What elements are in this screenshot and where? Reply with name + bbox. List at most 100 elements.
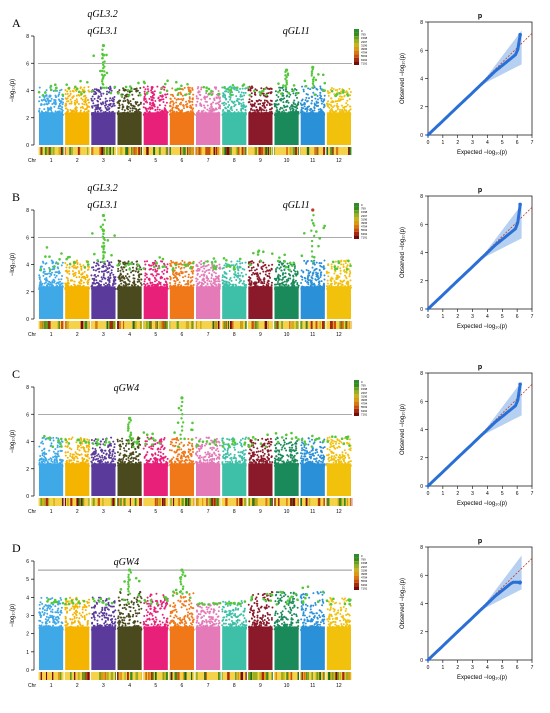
snp-point <box>268 273 270 275</box>
chromosome-8-dense-points <box>222 286 246 319</box>
snp-point <box>75 451 77 453</box>
density-strip-segment <box>261 147 263 155</box>
snp-point <box>132 267 134 269</box>
snp-point <box>195 104 197 106</box>
suggestive-point <box>305 85 308 88</box>
snp-point <box>254 269 256 271</box>
suggestive-point <box>60 252 63 255</box>
density-strip-segment <box>258 147 260 155</box>
snp-point <box>236 275 238 277</box>
snp-point <box>344 275 346 277</box>
snp-point <box>51 268 53 270</box>
snp-point <box>66 446 68 448</box>
snp-point <box>287 266 289 268</box>
density-strip-segment <box>89 321 90 329</box>
snp-point <box>315 104 317 106</box>
peak-point <box>311 87 313 89</box>
density-strip-segment <box>159 147 161 155</box>
suggestive-point <box>38 91 41 94</box>
snp-point <box>82 446 84 448</box>
snp-point <box>78 281 80 283</box>
snp-point <box>211 264 213 266</box>
snp-point <box>68 460 70 462</box>
chromosome-1-dense-points <box>39 286 63 319</box>
suggestive-point <box>105 438 108 441</box>
snp-point <box>129 100 131 102</box>
snp-point <box>331 266 333 268</box>
suggestive-point <box>87 441 90 444</box>
snp-point <box>307 100 309 102</box>
snp-point <box>60 288 62 290</box>
density-strip-segment <box>268 147 269 155</box>
snp-point <box>100 281 102 283</box>
snp-point <box>101 278 103 280</box>
snp-point <box>301 279 303 281</box>
snp-point <box>254 93 256 95</box>
snp-point <box>140 273 142 275</box>
density-strip-segment <box>350 147 352 155</box>
snp-point <box>295 94 297 96</box>
snp-point <box>57 112 59 114</box>
snp-point <box>333 105 335 107</box>
snp-point <box>120 462 122 464</box>
manhattan-y-tick-label: 0 <box>26 494 29 500</box>
snp-point <box>83 87 85 89</box>
snp-point <box>343 260 345 262</box>
snp-point <box>231 114 233 116</box>
snp-point <box>340 98 342 100</box>
snp-point <box>104 456 106 458</box>
peak-point <box>104 219 106 221</box>
density-legend-swatch <box>354 36 359 40</box>
snp-point <box>135 108 137 110</box>
density-strip-segment <box>78 147 80 155</box>
snp-point <box>154 285 156 287</box>
density-strip-segment <box>146 321 148 329</box>
snp-point <box>139 92 141 94</box>
suggestive-point <box>53 265 56 268</box>
density-strip-segment <box>180 147 181 155</box>
snp-point <box>73 267 75 269</box>
chromosome-4-points <box>117 82 142 145</box>
snp-point <box>160 99 162 101</box>
chromosome-7-points <box>195 86 221 145</box>
snp-point <box>130 107 132 109</box>
chromosome-3-dense-points <box>91 112 115 145</box>
snp-point <box>214 114 216 116</box>
suggestive-point <box>146 92 149 95</box>
snp-point <box>178 98 180 100</box>
snp-point <box>217 97 219 99</box>
significant-snp-point <box>311 208 314 211</box>
snp-point <box>294 265 296 267</box>
snp-point <box>147 88 149 90</box>
snp-point <box>161 271 163 273</box>
snp-point <box>43 108 45 110</box>
snp-point <box>260 279 262 281</box>
snp-point <box>175 267 177 269</box>
snp-point <box>123 277 125 279</box>
snp-point <box>317 275 319 277</box>
snp-point <box>70 93 72 95</box>
snp-point <box>315 279 317 281</box>
snp-point <box>51 111 53 113</box>
snp-point <box>202 270 204 272</box>
snp-point <box>109 280 111 282</box>
snp-point <box>296 111 298 113</box>
suggestive-point <box>304 80 307 83</box>
snp-point <box>224 95 226 97</box>
snp-point <box>267 270 269 272</box>
suggestive-point <box>95 441 98 444</box>
suggestive-point <box>76 88 79 91</box>
suggestive-point <box>180 84 183 87</box>
suggestive-point <box>206 260 209 263</box>
snp-point <box>88 465 90 467</box>
density-legend-swatch <box>354 51 359 55</box>
suggestive-point <box>110 92 113 95</box>
snp-point <box>108 264 110 266</box>
significant-snp-point <box>102 44 105 47</box>
snp-point <box>70 459 72 461</box>
snp-point <box>228 110 230 112</box>
chromosome-label: 4 <box>128 158 131 164</box>
snp-point <box>95 270 97 272</box>
snp-point <box>228 288 230 290</box>
qq-x-label: Expected −log₁₀(p) <box>457 150 507 156</box>
